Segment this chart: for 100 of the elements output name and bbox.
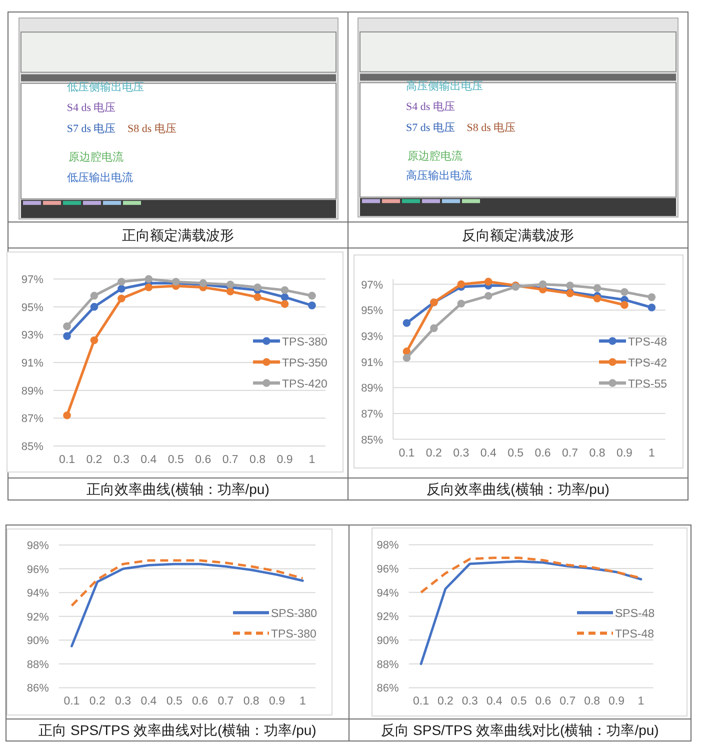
xtick: 1 xyxy=(648,447,655,460)
ytick: 88% xyxy=(376,658,399,671)
xtick: 0.1 xyxy=(398,447,415,460)
xtick: 0.9 xyxy=(608,696,625,708)
point xyxy=(254,293,262,301)
point xyxy=(90,302,98,311)
ytick: 89% xyxy=(21,385,44,398)
title: 正向效率曲线(横轴：功率/pu) xyxy=(86,481,270,497)
point xyxy=(308,292,316,300)
xtick: 0.3 xyxy=(462,696,478,708)
ytick: 91% xyxy=(361,356,384,369)
ytick: 87% xyxy=(361,408,384,420)
ytick: 98% xyxy=(26,540,49,552)
xtick: 0.3 xyxy=(113,454,130,466)
annotation: 高压输出电流 xyxy=(406,170,472,182)
legend-label: TPS-350 xyxy=(282,357,328,370)
xtick: 0.6 xyxy=(534,447,551,460)
ytick: 93% xyxy=(361,330,384,343)
point xyxy=(484,278,492,286)
point xyxy=(457,300,466,308)
xtick: 0.8 xyxy=(250,454,266,466)
point xyxy=(402,354,411,362)
point xyxy=(254,283,262,292)
ytick: 86% xyxy=(26,682,49,695)
point xyxy=(280,286,289,294)
ytick: 85% xyxy=(361,434,384,446)
legend-label: SPS-380 xyxy=(271,608,318,620)
ytick: 88% xyxy=(26,658,49,671)
ytick: 97% xyxy=(21,274,44,286)
xtick: 0.9 xyxy=(269,696,285,708)
annotation: S8 ds 电压 xyxy=(127,123,176,136)
point xyxy=(648,304,656,312)
ytick: 89% xyxy=(361,382,384,395)
ytick: 96% xyxy=(26,564,49,576)
ytick: 91% xyxy=(21,358,44,370)
point xyxy=(63,411,71,420)
xtick: 0.9 xyxy=(276,454,293,466)
title: 反向 SPS/TPS 效率曲线对比(横轴：功率/pu) xyxy=(381,722,659,738)
xtick: 0.5 xyxy=(510,696,527,708)
point xyxy=(144,283,153,292)
annotation: 原边腔电流 xyxy=(408,150,463,162)
point xyxy=(226,280,234,288)
annotation: S4 ds 电压 xyxy=(66,102,116,114)
point xyxy=(144,275,153,283)
annotation: S7 ds 电压 xyxy=(406,122,455,134)
point xyxy=(566,282,574,290)
point xyxy=(402,319,411,327)
xtick: 0.1 xyxy=(59,454,75,466)
xtick: 0.5 xyxy=(168,454,184,466)
xtick: 0.6 xyxy=(192,696,208,708)
point xyxy=(593,294,602,302)
xtick: 0.5 xyxy=(166,696,182,708)
xtick: 0.3 xyxy=(453,447,470,460)
xtick: 0.4 xyxy=(480,447,496,460)
xtick: 0.8 xyxy=(584,696,600,708)
point xyxy=(280,300,289,308)
annotation: S4 ds 电压 xyxy=(406,101,455,114)
point xyxy=(118,278,126,286)
xtick: 0.3 xyxy=(115,696,132,708)
point xyxy=(280,293,289,301)
title: 正向 SPS/TPS 效率曲线对比(横轴：功率/pu) xyxy=(38,722,316,738)
ytick: 92% xyxy=(376,611,399,624)
point xyxy=(118,284,126,293)
point xyxy=(593,284,602,292)
ytick: 90% xyxy=(26,635,49,648)
xtick: 0.4 xyxy=(140,454,157,466)
xtick: 1 xyxy=(638,696,644,708)
ytick: 95% xyxy=(21,302,44,314)
xtick: 0.8 xyxy=(243,696,260,708)
legend-label: TPS-48 xyxy=(628,336,667,348)
annotation: 低压输出电流 xyxy=(66,172,133,184)
ytick: 95% xyxy=(361,305,384,318)
ytick: 94% xyxy=(26,588,49,600)
ytick: 93% xyxy=(21,330,44,342)
point xyxy=(90,336,98,344)
xtick: 0.2 xyxy=(426,447,442,460)
legend-label: TPS-42 xyxy=(628,357,667,370)
annotation: 高压侧输出电压 xyxy=(406,80,483,93)
xtick: 0.6 xyxy=(195,454,212,466)
ytick: 85% xyxy=(21,441,44,453)
point xyxy=(620,288,628,296)
annotation: S8 ds 电压 xyxy=(466,122,516,134)
xtick: 0.4 xyxy=(486,696,502,708)
xtick: 0.7 xyxy=(222,454,238,466)
xtick: 0.7 xyxy=(562,447,578,460)
ytick: 97% xyxy=(361,279,384,292)
xtick: 0.5 xyxy=(508,447,524,460)
xtick: 0.2 xyxy=(89,696,106,708)
xtick: 0.8 xyxy=(589,447,606,460)
ytick: 87% xyxy=(21,413,44,426)
ytick: 90% xyxy=(376,635,399,648)
point xyxy=(63,332,71,340)
point xyxy=(538,280,547,288)
xtick: 0.2 xyxy=(437,696,454,708)
point xyxy=(484,292,492,300)
point xyxy=(457,280,466,288)
xtick: 1 xyxy=(299,696,306,708)
legend-label: TPS-420 xyxy=(282,378,328,390)
ytick: 92% xyxy=(26,611,49,624)
point xyxy=(430,324,438,332)
